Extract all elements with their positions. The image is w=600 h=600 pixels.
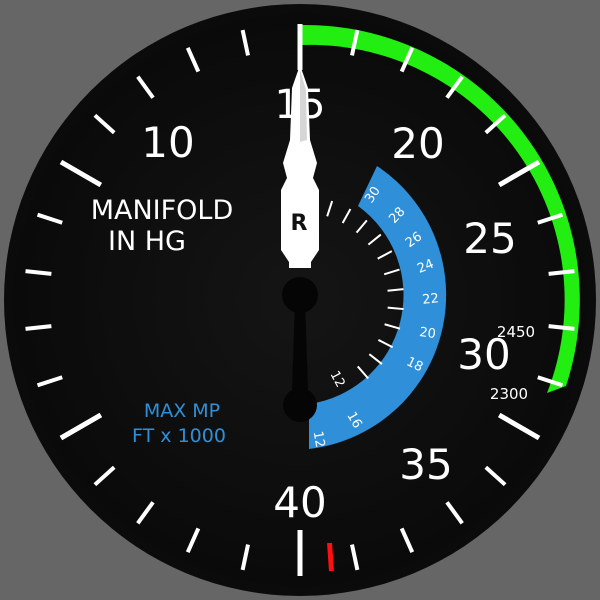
minor-tick <box>399 47 415 73</box>
rpm-label-high: 2450 <box>497 323 535 341</box>
red-limit-mark <box>327 542 334 572</box>
gauge-title-line1: MANIFOLD <box>91 195 234 226</box>
minor-tick <box>445 501 464 525</box>
max-mp-label: MAX MP <box>144 400 220 422</box>
gauge-title-line2: IN HG <box>108 226 186 257</box>
altitude-tick <box>326 200 334 217</box>
minor-tick <box>445 75 464 99</box>
altitude-tick <box>387 288 404 292</box>
scale-label-40: 40 <box>273 478 326 527</box>
needle-counterweight <box>283 388 317 422</box>
needle: R <box>281 65 319 422</box>
altitude-tick <box>377 250 393 260</box>
altitude-tick <box>383 268 400 276</box>
minor-tick <box>350 29 360 56</box>
minor-tick <box>240 29 250 56</box>
altitude-label-12: 12 <box>310 430 328 449</box>
altitude-label-22: 22 <box>422 291 440 308</box>
altitude-band-labels: 30 28 26 24 22 20 18 16 12 <box>310 184 440 449</box>
altitude-tick <box>387 306 404 311</box>
major-tick <box>497 159 541 188</box>
needle-highlight <box>300 70 307 142</box>
scale-label-35: 35 <box>399 440 452 489</box>
scale-label-25: 25 <box>463 214 516 263</box>
scale-label-20: 20 <box>391 119 444 168</box>
altitude-tick <box>355 219 368 234</box>
minor-tick <box>136 75 155 99</box>
altitude-band <box>309 166 447 449</box>
altitude-tick <box>356 365 369 380</box>
minor-tick <box>484 465 507 487</box>
minor-tick <box>185 47 201 73</box>
minor-tick <box>484 113 507 135</box>
needle-tail <box>292 300 308 392</box>
minor-tick <box>25 269 52 276</box>
minor-tick <box>548 324 575 331</box>
minor-tick <box>185 527 201 553</box>
tick-marks <box>25 24 575 576</box>
major-tick <box>497 412 541 441</box>
major-tick <box>59 412 103 441</box>
altitude-label-16: 16 <box>343 409 364 431</box>
minor-tick <box>537 375 564 388</box>
minor-tick <box>36 375 63 388</box>
altitude-label-18: 18 <box>404 354 425 375</box>
scale-label-10: 10 <box>141 118 194 167</box>
minor-tick <box>350 544 360 571</box>
scale-label-30: 30 <box>457 330 510 379</box>
altitude-label-20: 20 <box>418 325 436 342</box>
minor-tick <box>25 324 52 331</box>
rpm-label-low: 2300 <box>490 385 528 403</box>
needle-letter: R <box>291 211 308 236</box>
minor-tick <box>240 544 250 571</box>
minor-tick <box>36 212 63 225</box>
needle-hub <box>282 277 318 313</box>
inner-label-12: 12 <box>327 369 348 391</box>
minor-tick <box>399 527 415 553</box>
major-tick <box>59 159 103 188</box>
altitude-tick <box>377 339 394 349</box>
minor-tick <box>93 113 116 135</box>
minor-tick <box>537 212 564 225</box>
altitude-tick <box>368 353 383 365</box>
minor-tick <box>548 269 575 276</box>
needle-pointer <box>281 65 319 268</box>
altitude-tick <box>367 233 382 246</box>
altitude-tick <box>384 323 401 330</box>
ft-x1000-label: FT x 1000 <box>132 425 226 447</box>
altitude-label-24: 24 <box>415 257 436 277</box>
green-arc <box>300 24 580 394</box>
minor-tick <box>136 501 155 525</box>
minor-tick <box>93 465 116 487</box>
altitude-tick <box>341 208 352 224</box>
